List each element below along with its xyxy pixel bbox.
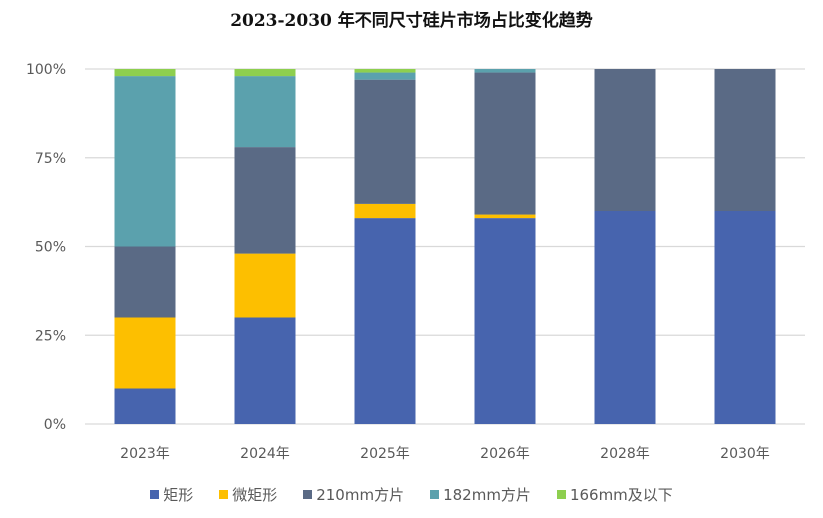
bar-segment (354, 203, 416, 219)
bar-segment (234, 317, 296, 424)
bar-segment (114, 76, 176, 247)
x-tick-label: 2028年 (600, 446, 650, 462)
bar-segment (234, 76, 296, 148)
bar-segment (594, 211, 656, 424)
bars (114, 69, 776, 424)
y-tick-label: 50% (35, 240, 66, 256)
stacked-bar-chart: 0% 25% 50% 75% 100% 2023年 2024年 2025年 2026年 2028… (26, 62, 805, 462)
y-tick-label: 100% (26, 62, 66, 78)
bar-segment (234, 147, 296, 254)
bar-segment (354, 69, 416, 73)
chart-title: 2023-2030 年不同尺寸硅片市场占比变化趋势 (230, 11, 593, 31)
legend-label: 微矩形 (232, 486, 278, 504)
legend-label: 166mm及以下 (569, 486, 673, 504)
bar-segment (714, 211, 776, 424)
legend-item: 166mm及以下 (556, 484, 673, 505)
bar-segment (714, 69, 776, 211)
x-tick-label: 2030年 (720, 446, 770, 462)
bar-segment (234, 253, 296, 318)
legend-swatch (430, 490, 440, 499)
legend-item: 矩形 (150, 484, 193, 505)
bar-segment (594, 69, 656, 211)
bar-segment (234, 69, 296, 77)
bar-segment (354, 72, 416, 80)
bar-segment (114, 317, 176, 389)
bar-segment (474, 218, 536, 424)
x-tick-label: 2023年 (120, 446, 170, 462)
legend-swatch (150, 490, 160, 499)
y-axis-ticks: 0% 25% 50% 75% 100% (26, 62, 66, 433)
x-axis-ticks: 2023年 2024年 2025年 2026年 2028年 2030年 (120, 446, 770, 462)
bar-segment (474, 69, 536, 73)
legend-label: 210mm方片 (316, 486, 405, 504)
bar-segment (354, 218, 416, 424)
x-tick-label: 2026年 (480, 446, 530, 462)
gridlines (85, 68, 805, 425)
legend-item: 182mm方片 (430, 484, 531, 505)
y-tick-label: 25% (35, 328, 66, 344)
bar-segment (114, 69, 176, 77)
bar-segment (474, 72, 536, 215)
y-tick-label: 75% (35, 151, 66, 167)
x-tick-label: 2025年 (360, 446, 410, 462)
bar-segment (354, 79, 416, 204)
legend-swatch (556, 490, 566, 499)
legend-swatch (303, 490, 313, 499)
legend-item: 210mm方片 (303, 484, 404, 505)
legend-swatch (219, 490, 229, 499)
y-tick-label: 0% (44, 417, 66, 433)
legend-label: 矩形 (163, 486, 194, 504)
legend-label: 182mm方片 (443, 486, 531, 504)
bar-segment (114, 388, 176, 424)
bar-segment (114, 246, 176, 318)
bar-segment (474, 214, 536, 219)
legend: 矩形 微矩形 210mm方片 182mm方片 166mm及以下 (0, 484, 823, 505)
x-tick-label: 2024年 (240, 446, 290, 462)
legend-item: 微矩形 (219, 484, 277, 505)
